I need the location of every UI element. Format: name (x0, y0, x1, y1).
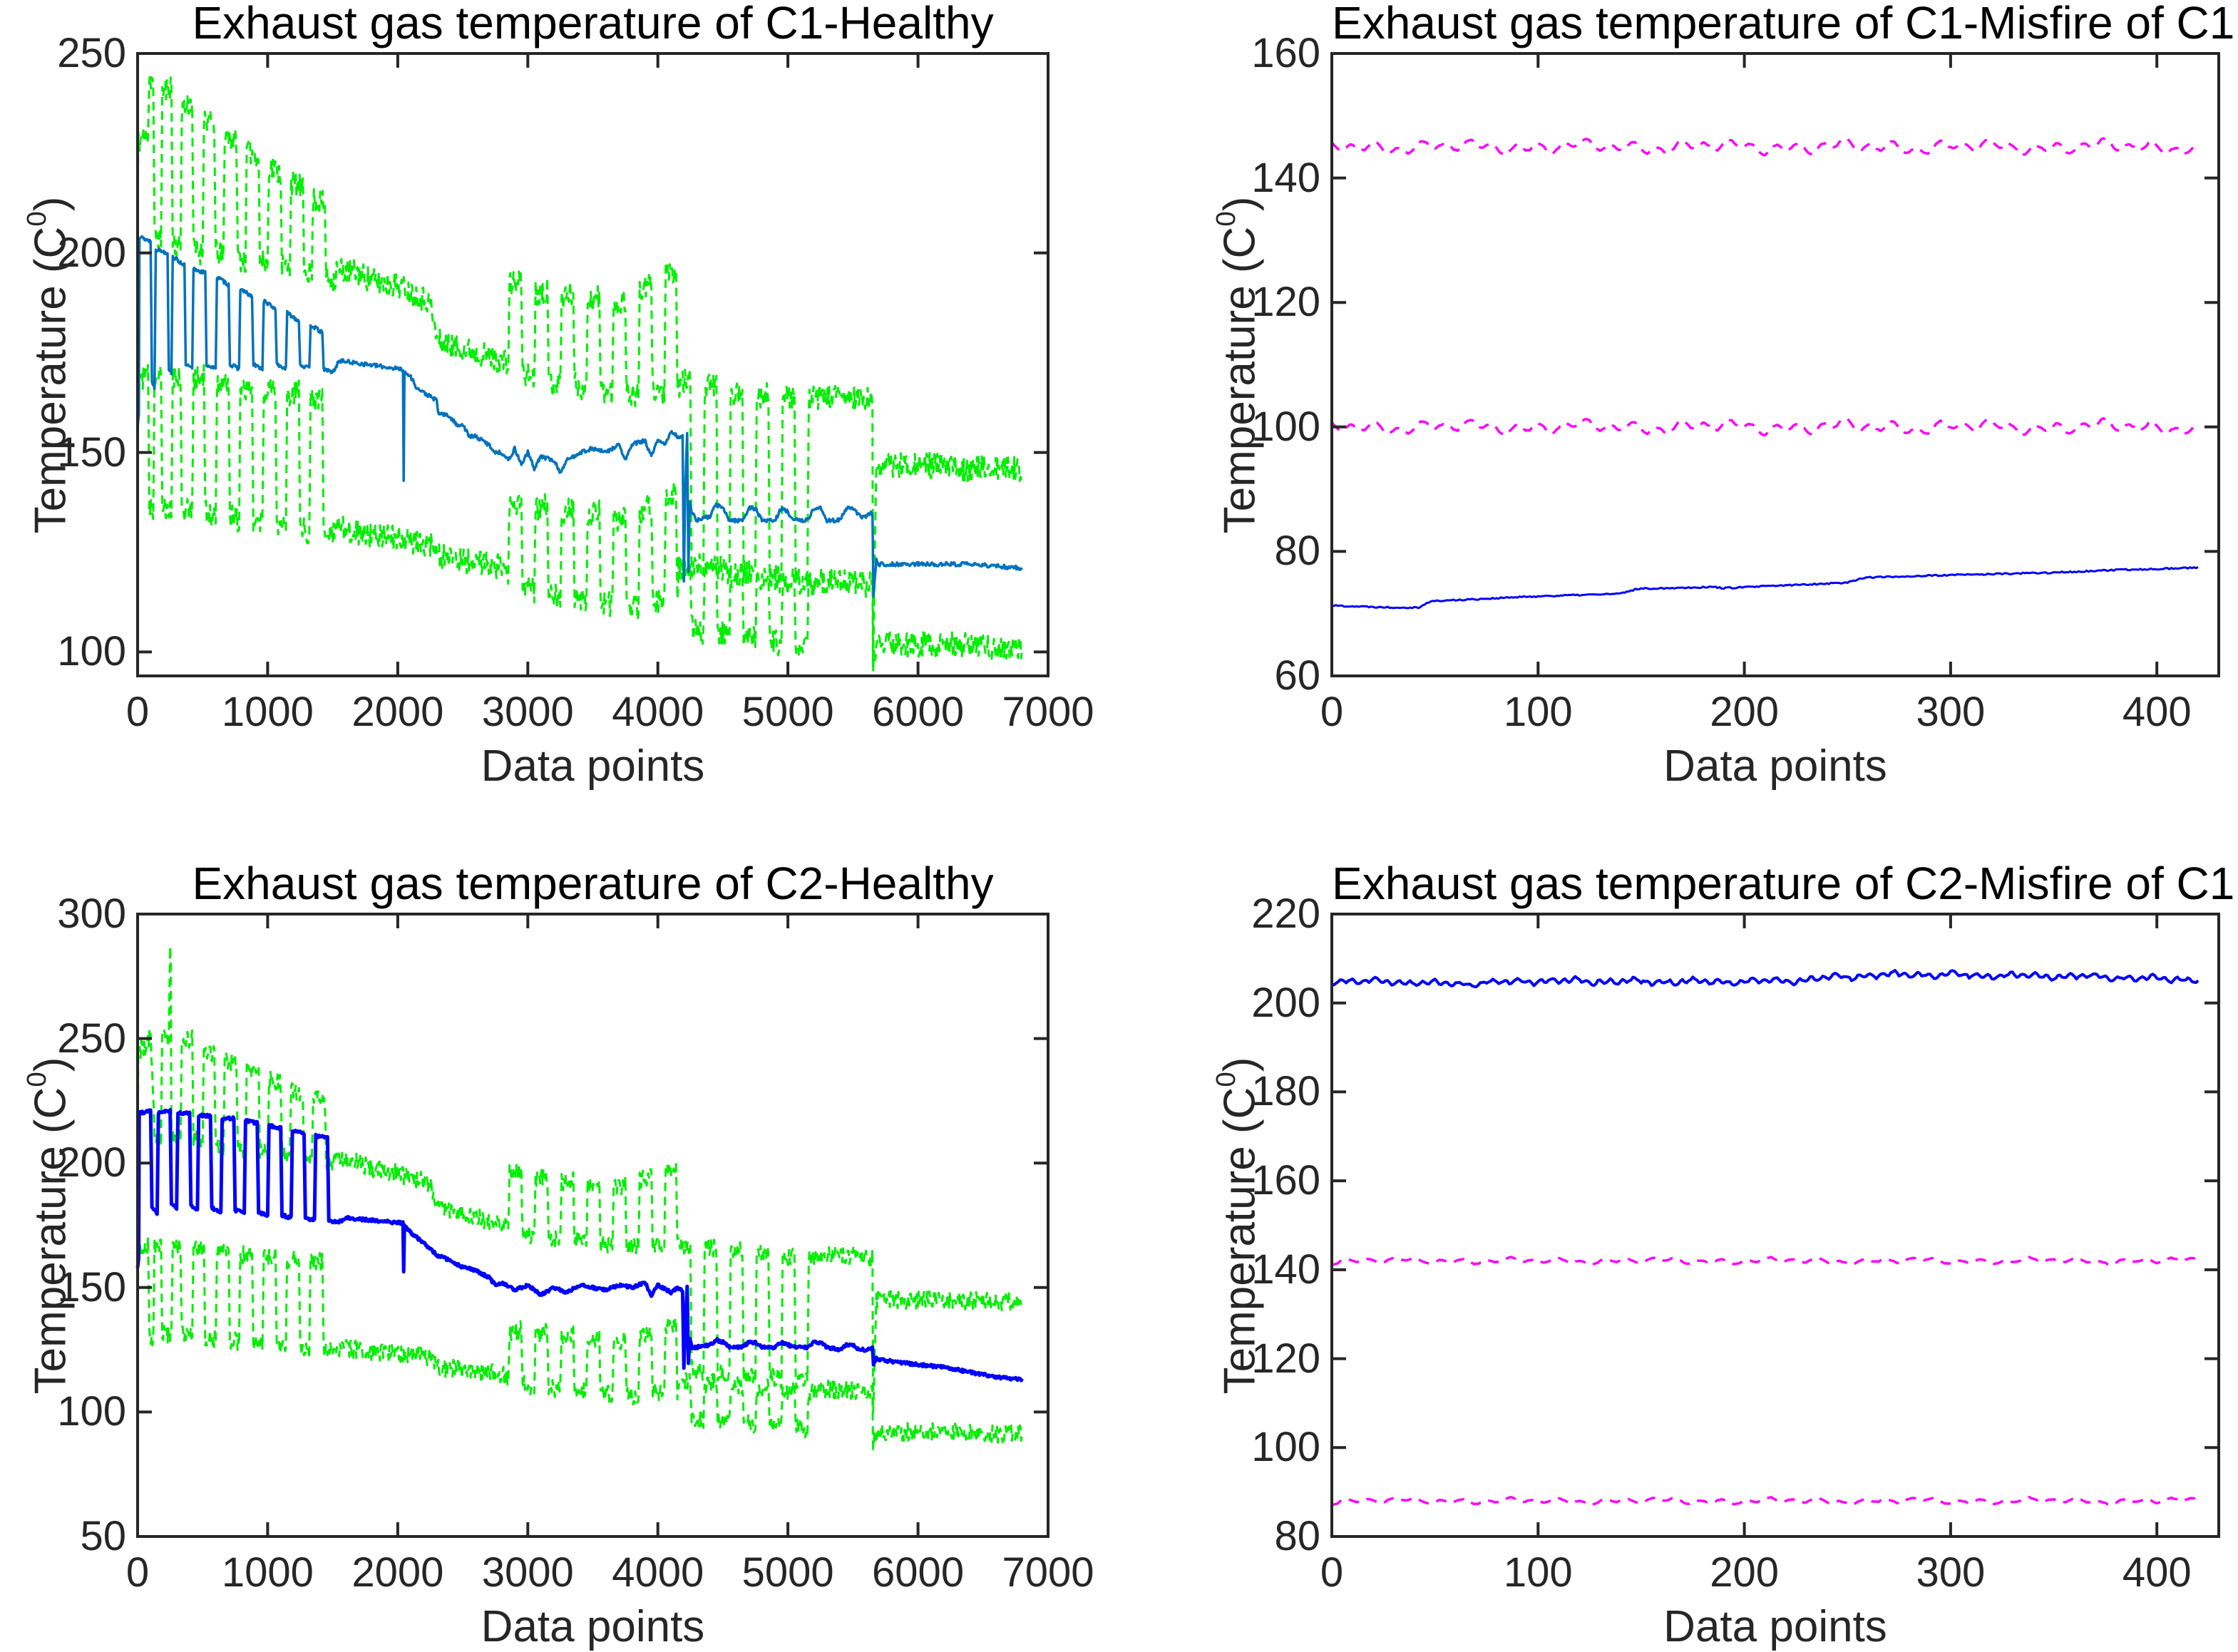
x-tick-label: 300 (1916, 1549, 1986, 1596)
axes-box (1330, 913, 2220, 1538)
tick-marks (136, 52, 1049, 676)
y-tick-label: 200 (57, 229, 126, 276)
x-tick-label: 5000 (741, 689, 834, 735)
c1-healthy-svg (136, 52, 1049, 677)
plot-area (136, 52, 1049, 677)
x-tick-label: 2000 (351, 1549, 444, 1596)
y-tick-label: 140 (1251, 1246, 1320, 1293)
y-tick-label: 80 (1274, 528, 1320, 575)
y-tick-label: 60 (1274, 652, 1320, 699)
axes-box (1330, 52, 2220, 677)
x-tick-label: 1000 (221, 689, 314, 735)
y-tick-label: 250 (57, 1015, 126, 1062)
x-tick-label: 3000 (481, 1549, 574, 1596)
x-tick-label: 200 (1710, 1549, 1779, 1596)
x-tick-label: 400 (2122, 689, 2192, 735)
y-tick-label: 150 (57, 1263, 126, 1310)
y-tick-label: 100 (57, 628, 126, 675)
x-tick-label: 2000 (351, 689, 444, 735)
y-tick-label: 50 (80, 1513, 126, 1559)
y-tick-label: 100 (1251, 1424, 1320, 1471)
series-healthy-envelope-lower (136, 364, 1023, 674)
plot-area (1330, 913, 2220, 1538)
axes-box (136, 913, 1049, 1538)
x-tick-label: 0 (125, 689, 150, 735)
x-tick-label: 0 (1320, 689, 1344, 735)
series-healthy-envelope-lower (136, 1236, 1023, 1450)
y-tick-label: 220 (1251, 891, 1320, 937)
y-tick-label: 140 (1251, 154, 1320, 201)
chart-title: Exhaust gas temperature of C1-Misfire of… (1332, 0, 2235, 48)
y-tick-label: 180 (1251, 1068, 1320, 1115)
x-tick-label: 4000 (612, 689, 704, 735)
y-tick-label: 120 (1251, 279, 1320, 326)
x-tick-label: 100 (1503, 689, 1573, 735)
y-tick-label: 120 (1251, 1335, 1320, 1382)
tick-marks (1330, 913, 2219, 1538)
y-tick-label: 80 (1274, 1513, 1320, 1559)
series-misfire-threshold-lower (1330, 417, 2199, 437)
y-tick-label: 100 (1251, 403, 1320, 450)
y-tick-label: 200 (1251, 979, 1320, 1026)
series-misfire-threshold-upper (1330, 137, 2199, 157)
x-axis-label: Data points (1663, 742, 1887, 791)
y-tick-label: 200 (57, 1139, 126, 1186)
series-healthy-envelope-upper (136, 945, 1023, 1414)
c2-healthy-svg (135, 913, 1049, 1538)
series-egt-signal (136, 235, 1023, 598)
x-tick-label: 7000 (1002, 1549, 1094, 1596)
chart-title: Exhaust gas temperature of C1-Healthy (192, 0, 994, 48)
x-tick-label: 0 (125, 1549, 150, 1596)
x-tick-label: 0 (1320, 1549, 1344, 1596)
y-axis-label-superscript: 0 (1211, 210, 1242, 227)
y-tick-label: 160 (1251, 30, 1320, 76)
x-tick-label: 5000 (741, 1549, 834, 1596)
c2-misfire-svg (1330, 913, 2220, 1538)
y-tick-label: 100 (57, 1388, 126, 1435)
x-tick-label: 4000 (612, 1549, 704, 1596)
x-tick-label: 6000 (872, 1549, 965, 1596)
x-tick-label: 200 (1710, 689, 1779, 735)
y-tick-label: 300 (57, 891, 126, 937)
y-axis-label-text: Temperature (C (1215, 226, 1265, 533)
series-egt-signal (135, 1108, 1024, 1382)
x-tick-label: 6000 (872, 689, 965, 735)
y-axis-label-text: Temperature (C (26, 1087, 76, 1394)
x-tick-label: 1000 (221, 1549, 314, 1596)
y-axis-label-superscript: 0 (21, 1071, 53, 1087)
x-tick-label: 3000 (481, 689, 574, 735)
y-axis-label-superscript: 0 (21, 210, 53, 227)
tick-marks (136, 913, 1049, 1538)
y-tick-label: 250 (57, 30, 126, 76)
x-axis-label: Data points (481, 742, 705, 791)
x-tick-label: 400 (2122, 1549, 2192, 1596)
y-tick-label: 150 (57, 429, 126, 476)
series-misfire-egt-signal (1331, 565, 2199, 610)
series-healthy-envelope-upper (136, 75, 1023, 666)
tick-marks (1330, 52, 2219, 677)
y-tick-label: 160 (1251, 1157, 1320, 1204)
x-tick-label: 7000 (1002, 689, 1094, 735)
series-misfire-egt-signal (1331, 969, 2199, 989)
x-tick-label: 300 (1916, 689, 1986, 735)
axes-box (136, 52, 1049, 677)
c1-misfire-svg (1330, 52, 2220, 677)
x-axis-label: Data points (481, 1602, 705, 1651)
plot-area (1330, 52, 2220, 677)
y-axis-label: Temperature (C0) (13, 116, 75, 615)
y-axis-label-close: ) (26, 196, 76, 211)
y-axis-label: Temperature (C0) (1202, 976, 1264, 1475)
x-axis-label: Data points (1663, 1602, 1887, 1651)
series-misfire-threshold-upper (1331, 1256, 2199, 1266)
chart-title: Exhaust gas temperature of C2-Healthy (192, 858, 994, 909)
x-tick-label: 100 (1503, 1549, 1573, 1596)
plot-area (135, 913, 1049, 1538)
chart-title: Exhaust gas temperature of C2-Misfire of… (1332, 858, 2235, 909)
series-misfire-threshold-lower (1331, 1495, 2199, 1507)
